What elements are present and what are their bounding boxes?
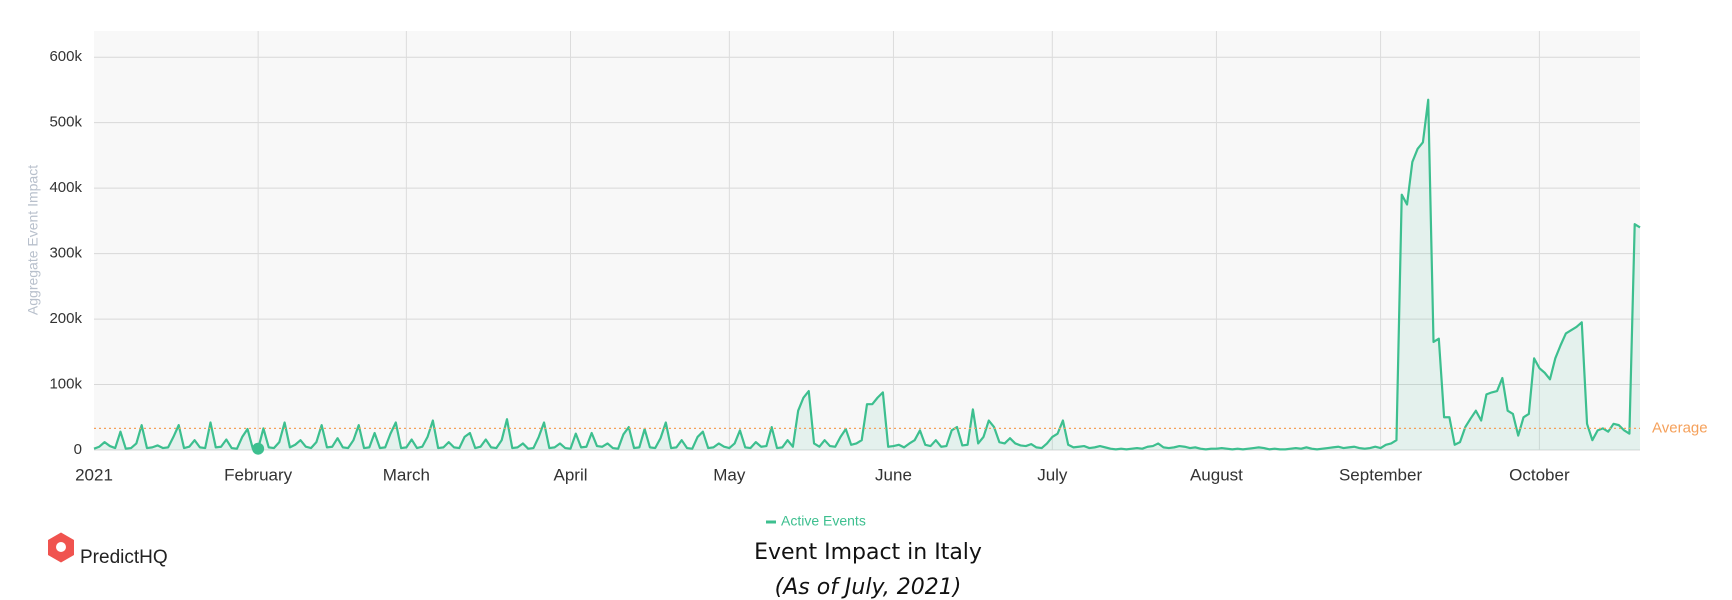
x-tick-label: March: [383, 465, 430, 484]
hover-point: [252, 442, 265, 455]
x-tick-label: April: [553, 465, 587, 484]
legend-label: Active Events: [781, 513, 866, 529]
plot-area: [94, 31, 1640, 450]
x-tick-label: August: [1190, 465, 1243, 484]
logo-text: PredictHQ: [80, 547, 168, 568]
x-tick-label: June: [875, 465, 912, 484]
y-tick-label: 400k: [49, 179, 82, 196]
y-tick-label: 500k: [49, 114, 82, 131]
chart-subtitle: (As of July, 2021): [775, 575, 962, 600]
average-label: Average: [1652, 419, 1708, 436]
x-tick-label: July: [1037, 465, 1068, 484]
y-tick-label: 300k: [49, 245, 82, 262]
x-tick-label: October: [1509, 465, 1570, 484]
y-tick-label: 100k: [49, 376, 82, 393]
y-axis-label: Aggregate Event Impact: [25, 165, 41, 315]
x-tick-label: February: [224, 465, 293, 484]
line: [93, 98, 1641, 451]
y-tick-label: 0: [74, 441, 82, 458]
logo-icon-dot: [56, 542, 66, 552]
x-tick-label: September: [1339, 465, 1422, 484]
y-tick-label: 600k: [49, 48, 82, 65]
x-tick-label: 2021: [75, 465, 113, 484]
y-tick-label: 200k: [49, 310, 82, 327]
x-tick-label: May: [713, 465, 746, 484]
chart-title: Event Impact in Italy: [754, 540, 982, 565]
logo: PredictHQ: [48, 532, 168, 568]
area: [94, 99, 1640, 451]
